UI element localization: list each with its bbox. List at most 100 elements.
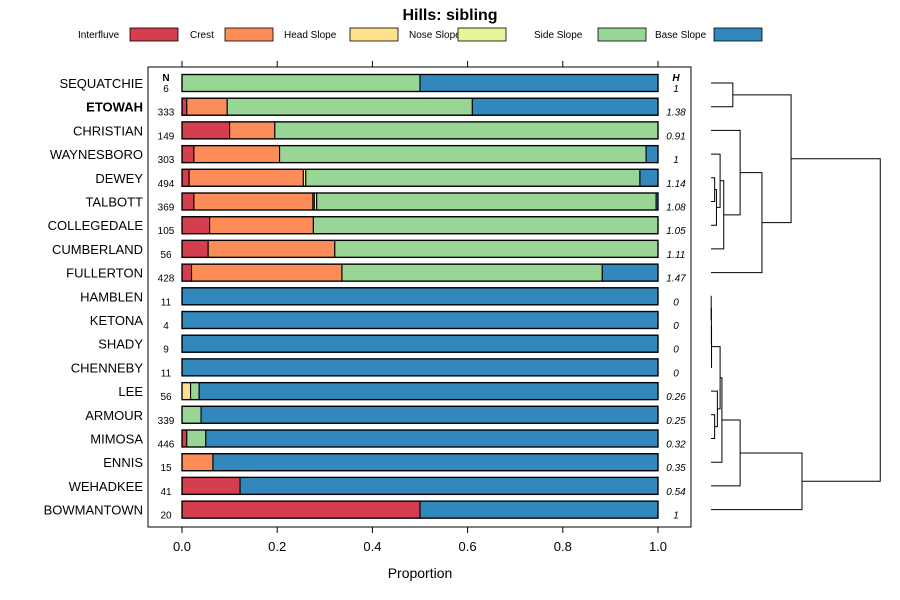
h-value: 0 bbox=[673, 368, 679, 379]
bar-segment-armour-side-slope bbox=[181, 405, 202, 424]
bar-outline-christian bbox=[181, 121, 659, 140]
row-label-collegedale: COLLEGEDALE bbox=[48, 218, 144, 233]
n-value: 56 bbox=[160, 250, 172, 261]
bar-segment-christian-crest bbox=[229, 121, 276, 140]
h-value: 0.26 bbox=[666, 392, 686, 403]
row-label-wehadkee: WEHADKEE bbox=[69, 479, 144, 494]
n-value: 339 bbox=[158, 416, 175, 427]
row-label-ketona: KETONA bbox=[90, 313, 144, 328]
n-value: 4 bbox=[163, 321, 169, 332]
bar-outline-chenneby bbox=[181, 358, 659, 377]
bar-segment-bowmantown-interfluve bbox=[181, 500, 421, 519]
dendrogram-link bbox=[711, 414, 716, 439]
bar-segment-christian-interfluve bbox=[181, 121, 231, 140]
row-label-fullerton: FULLERTON bbox=[66, 266, 143, 281]
bar-outline-bowmantown bbox=[181, 500, 659, 519]
row-label-cumberland: CUMBERLAND bbox=[52, 242, 143, 257]
bar-segment-dewey-side-slope bbox=[305, 168, 641, 187]
bar-segment-etowah-interfluve bbox=[181, 97, 188, 116]
x-tick-label: 0.4 bbox=[363, 539, 381, 554]
legend-swatch-base-slope bbox=[713, 27, 763, 42]
row-label-lee: LEE bbox=[118, 384, 143, 399]
n-value: 369 bbox=[158, 203, 175, 214]
bar-segment-waynesboro-side-slope bbox=[279, 145, 647, 164]
bar-outline-dewey bbox=[181, 168, 659, 187]
h-value: 0.35 bbox=[666, 463, 686, 474]
bar-outline-mimosa bbox=[181, 429, 659, 448]
row-label-etowah: ETOWAH bbox=[86, 100, 143, 115]
bar-outline-wehadkee bbox=[181, 476, 659, 496]
bar-segment-waynesboro-crest bbox=[193, 145, 281, 164]
bar-outline-lee bbox=[181, 381, 659, 401]
h-header: H bbox=[672, 73, 680, 84]
h-value: 0 bbox=[673, 297, 679, 308]
chart-title: Hills: sibling bbox=[402, 7, 497, 24]
bar-segment-cumberland-side-slope bbox=[334, 239, 659, 258]
n-value: 149 bbox=[158, 131, 175, 142]
h-value: 0.54 bbox=[666, 487, 686, 498]
dendrogram bbox=[710, 82, 881, 511]
dendrogram-link bbox=[711, 346, 721, 410]
dendrogram-link bbox=[711, 172, 763, 274]
row-label-ennis: ENNIS bbox=[103, 455, 143, 470]
row-label-dewey: DEWEY bbox=[95, 171, 143, 186]
bar-outline-cumberland bbox=[181, 239, 659, 259]
dendrogram-link bbox=[711, 189, 717, 226]
n-value: 428 bbox=[158, 274, 175, 285]
bar-segment-shady-base-slope bbox=[181, 334, 659, 353]
legend-label-nose-slope: Nose Slope bbox=[409, 30, 461, 41]
dendrogram-link bbox=[711, 419, 741, 487]
dendrogram-link bbox=[791, 158, 881, 482]
bar-segment-etowah-side-slope bbox=[226, 97, 473, 116]
n-value: 333 bbox=[158, 108, 175, 119]
dendrogram-link bbox=[711, 180, 725, 250]
bar-segment-wehadkee-base-slope bbox=[239, 476, 659, 495]
bar-segment-cumberland-interfluve bbox=[181, 239, 209, 258]
h-value: 1.38 bbox=[666, 108, 686, 119]
h-value: 1.14 bbox=[666, 179, 686, 190]
legend-swatch-interfluve bbox=[129, 27, 179, 42]
bar-segment-armour-base-slope bbox=[200, 405, 659, 424]
row-label-mimosa: MIMOSA bbox=[90, 432, 143, 447]
row-label-shady: SHADY bbox=[98, 337, 143, 352]
dendrogram-link bbox=[711, 129, 741, 216]
n-value: 446 bbox=[158, 440, 175, 451]
n-value: 41 bbox=[160, 487, 172, 498]
row-label-christian: CHRISTIAN bbox=[73, 123, 143, 138]
bar-segment-lee-head-slope bbox=[181, 382, 192, 401]
bar-outline-etowah bbox=[181, 97, 659, 116]
bar-segment-wehadkee-interfluve bbox=[181, 476, 241, 495]
n-value: 11 bbox=[161, 368, 172, 379]
h-value: 1.47 bbox=[666, 274, 686, 285]
bar-segment-collegedale-side-slope bbox=[312, 216, 659, 235]
n-value: 6 bbox=[163, 84, 169, 95]
row-label-sequatchie: SEQUATCHIE bbox=[59, 76, 143, 91]
bar-segment-christian-side-slope bbox=[274, 121, 659, 140]
n-value: 11 bbox=[161, 297, 172, 308]
h-value: 0 bbox=[673, 345, 679, 356]
bar-segment-fullerton-side-slope bbox=[341, 263, 603, 282]
bar-segment-ennis-crest bbox=[181, 453, 214, 472]
legend-label-head-slope: Head Slope bbox=[284, 30, 337, 41]
bar-outline-ketona bbox=[181, 310, 659, 330]
n-value: 9 bbox=[163, 345, 169, 356]
dendrogram-link bbox=[711, 153, 721, 208]
bar-segment-lee-base-slope bbox=[198, 382, 659, 401]
bar-segment-mimosa-base-slope bbox=[205, 429, 659, 448]
bar-segment-chenneby-base-slope bbox=[181, 358, 659, 377]
bar-segment-etowah-base-slope bbox=[471, 97, 659, 116]
x-axis-label: Proportion bbox=[388, 565, 453, 581]
bar-outline-fullerton bbox=[181, 263, 659, 282]
legend-swatch-nose-slope bbox=[457, 27, 507, 42]
bar-outline-ennis bbox=[181, 453, 659, 472]
bar-segment-mimosa-side-slope bbox=[186, 429, 207, 448]
n-value: 303 bbox=[158, 155, 175, 166]
bar-outline-talbott bbox=[181, 192, 659, 211]
bar-segment-waynesboro-interfluve bbox=[181, 145, 195, 164]
n-value: 15 bbox=[160, 463, 172, 474]
plot-panel bbox=[147, 66, 692, 528]
bar-outline-armour bbox=[181, 405, 659, 424]
n-value: 105 bbox=[158, 226, 175, 237]
row-label-armour: ARMOUR bbox=[85, 408, 143, 423]
